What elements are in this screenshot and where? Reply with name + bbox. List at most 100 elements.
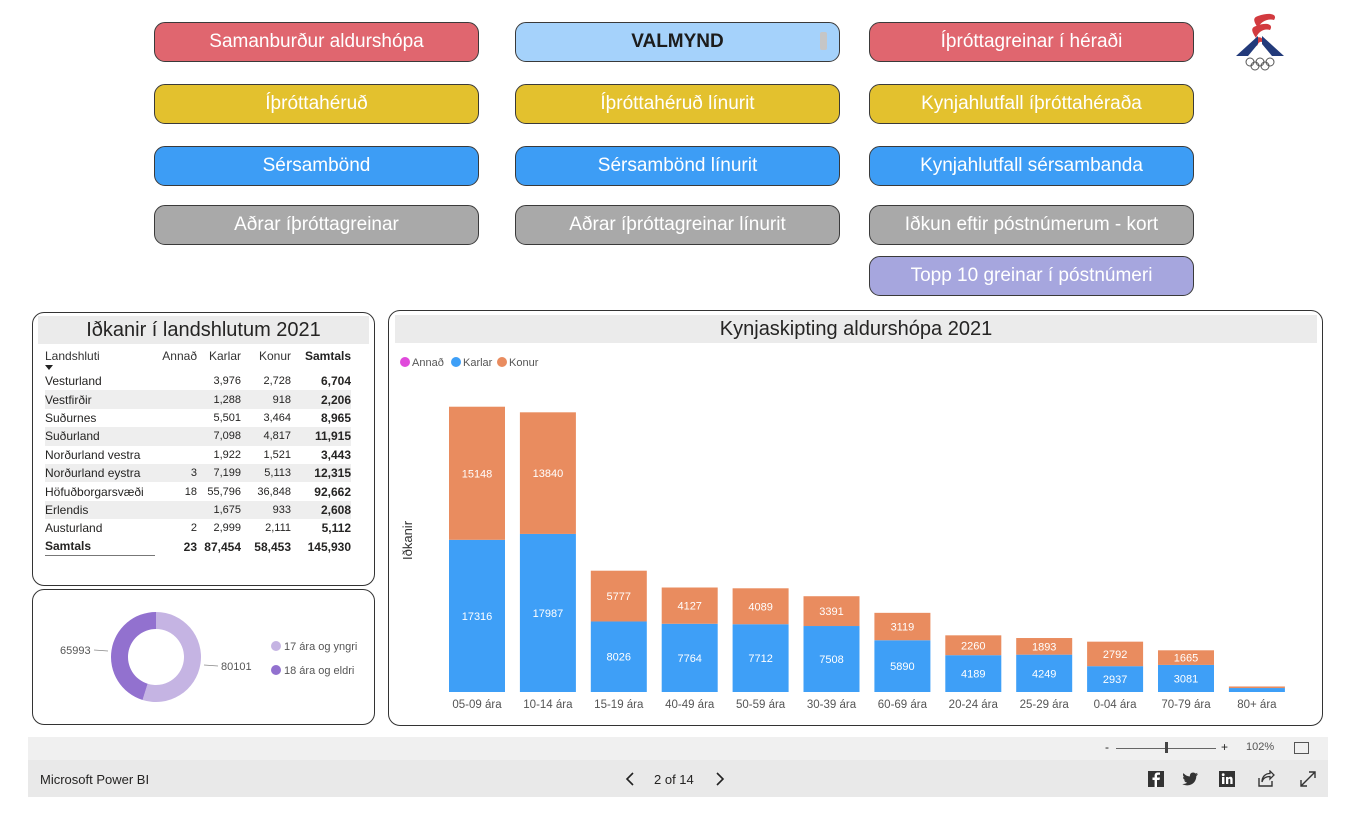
- bar-konur[interactable]: [590, 570, 647, 622]
- data-label-karlar: 17316: [462, 611, 493, 623]
- x-tick-label: 30-39 ára: [807, 699, 857, 711]
- total-cell: 58,453: [254, 539, 291, 554]
- nav-button-iprottaherud[interactable]: Íþróttahéruð: [154, 84, 479, 124]
- table-cell: [155, 500, 197, 520]
- col-header-landshluti[interactable]: Landshluti: [45, 346, 155, 372]
- bar-konur[interactable]: [1016, 638, 1073, 655]
- col-header-karlar[interactable]: Karlar: [208, 349, 241, 363]
- bar-karlar[interactable]: [874, 640, 931, 692]
- bar-karlar[interactable]: [590, 621, 647, 692]
- bar-karlar[interactable]: [1158, 664, 1214, 692]
- zoom-bar: - + 102%: [28, 737, 1328, 760]
- legend-dot-annad: [400, 357, 410, 367]
- legend-annad: Annað: [412, 357, 444, 369]
- next-page-icon[interactable]: [714, 771, 726, 787]
- table-cell: 2,206: [291, 390, 351, 409]
- fit-to-page-icon[interactable]: [1294, 742, 1309, 754]
- nav-button-sersambond[interactable]: Sérsambönd: [154, 146, 479, 186]
- table-cell: 5,112: [321, 521, 351, 536]
- x-tick-label: 10-14 ára: [523, 699, 573, 711]
- total-cell: 23: [183, 539, 197, 554]
- matrix-title: Iðkanir í landshlutum 2021: [38, 316, 369, 344]
- table-row[interactable]: Vestfirðir 1,288 918 2,206: [45, 390, 351, 409]
- table-row[interactable]: Austurland 2 2,999 2,111 5,112: [45, 519, 351, 537]
- nav-button-label: Aðrar íþróttagreinar línurit: [569, 214, 786, 235]
- total-cell: 145,930: [307, 539, 351, 554]
- bar-karlar[interactable]: [732, 624, 789, 692]
- facebook-icon[interactable]: [1147, 770, 1165, 788]
- table-cell: 7,199: [197, 463, 241, 483]
- col-header-samtals[interactable]: Samtals: [304, 349, 351, 363]
- table-row[interactable]: Norðurland vestra 1,922 1,521 3,443: [45, 446, 351, 464]
- bar-konur[interactable]: [945, 635, 1002, 656]
- table-row[interactable]: Höfuðborgarsvæði 18 55,796 36,848 92,662: [45, 482, 351, 500]
- valmynd-button[interactable]: VALMYND: [515, 22, 840, 62]
- table-row[interactable]: Vesturland 3,976 2,728 6,704: [45, 372, 351, 390]
- nav-button-adrar-iprottagreinar[interactable]: Aðrar íþróttagreinar: [154, 205, 479, 245]
- table-cell: 933: [241, 500, 291, 520]
- table-cell: 3,464: [263, 411, 291, 424]
- nav-button-label: Aðrar íþróttagreinar: [234, 214, 399, 235]
- bar-konur[interactable]: [449, 406, 505, 540]
- nav-button-adrar-linurit[interactable]: Aðrar íþróttagreinar línurit: [515, 205, 840, 245]
- nav-button-label: Íþróttagreinar í héraði: [940, 31, 1123, 52]
- nav-button-kynjahlutfall-herada[interactable]: Kynjahlutfall íþróttahéraða: [869, 84, 1194, 124]
- nav-button-topp10[interactable]: Topp 10 greinar í póstnúmeri: [869, 256, 1194, 296]
- nav-button-label: Sérsambönd: [262, 155, 371, 176]
- fullscreen-icon[interactable]: [1299, 770, 1317, 788]
- bar-konur[interactable]: [1087, 641, 1144, 667]
- table-cell: 2,728: [263, 375, 291, 388]
- zoom-in-button[interactable]: +: [1221, 740, 1229, 754]
- scroll-handle[interactable]: [820, 32, 827, 50]
- linkedin-icon[interactable]: [1218, 770, 1236, 788]
- bar-karlar[interactable]: [519, 533, 576, 692]
- table-row[interactable]: Suðurland 7,098 4,817 11,915: [45, 427, 351, 446]
- nav-button-label: Sérsambönd línurit: [597, 155, 758, 176]
- legend-dot-yngri: [271, 641, 281, 651]
- bar-karlar[interactable]: [945, 655, 1002, 692]
- nav-button-label: Iðkun eftir póstnúmerum - kort: [904, 214, 1159, 235]
- bar-chart-title: Kynjaskipting aldurshópa 2021: [395, 315, 1317, 343]
- donut-slice-eldri[interactable]: [111, 612, 156, 700]
- twitter-icon[interactable]: [1181, 770, 1199, 788]
- donut-slice-yngri[interactable]: [142, 612, 202, 702]
- bar-konur[interactable]: [1158, 650, 1214, 665]
- olympic-logo: [1236, 13, 1284, 71]
- x-tick-label: 80+ ára: [1237, 699, 1277, 711]
- bar-konur[interactable]: [661, 587, 718, 624]
- data-label-konur: 4089: [748, 601, 772, 613]
- zoom-out-button[interactable]: -: [1105, 740, 1109, 754]
- bar-karlar[interactable]: [1228, 688, 1285, 692]
- nav-button-sersambond-linurit[interactable]: Sérsambönd línurit: [515, 146, 840, 186]
- data-label-konur: 2792: [1103, 649, 1127, 661]
- table-cell: 2,608: [291, 500, 351, 520]
- bar-karlar[interactable]: [661, 623, 718, 692]
- nav-button-samanburdur[interactable]: Samanburður aldurshópa: [154, 22, 479, 62]
- table-row[interactable]: Erlendis 1,675 933 2,608: [45, 500, 351, 520]
- bar-konur[interactable]: [1228, 686, 1285, 689]
- table-cell: 2,111: [265, 522, 291, 535]
- share-icon[interactable]: [1257, 770, 1275, 788]
- bar-karlar[interactable]: [1087, 666, 1144, 692]
- bar-konur[interactable]: [803, 596, 860, 627]
- table-row[interactable]: Norðurland eystra 3 7,199 5,113 12,315: [45, 463, 351, 483]
- bar-karlar[interactable]: [449, 539, 505, 692]
- x-tick-label: 0-04 ára: [1094, 699, 1137, 711]
- bar-konur[interactable]: [519, 412, 576, 534]
- col-header-konur[interactable]: Konur: [258, 349, 291, 363]
- table-cell: [155, 446, 197, 464]
- bar-karlar[interactable]: [1016, 654, 1073, 692]
- nav-button-iprottaherud-linurit[interactable]: Íþróttahéruð línurit: [515, 84, 840, 124]
- zoom-slider-thumb[interactable]: [1165, 742, 1168, 753]
- table-cell: 92,662: [314, 484, 351, 499]
- data-label-konur: 5777: [607, 591, 631, 603]
- col-header-annad[interactable]: Annað: [162, 349, 197, 363]
- table-row[interactable]: Suðurnes 5,501 3,464 8,965: [45, 409, 351, 427]
- nav-button-idkun-postnumer-kort[interactable]: Iðkun eftir póstnúmerum - kort: [869, 205, 1194, 245]
- nav-button-iprottagreinar-herad[interactable]: Íþróttagreinar í héraði: [869, 22, 1194, 62]
- bar-konur[interactable]: [874, 612, 931, 641]
- bar-konur[interactable]: [732, 588, 789, 625]
- nav-button-kynjahlutfall-sersambanda[interactable]: Kynjahlutfall sérsambanda: [869, 146, 1194, 186]
- prev-page-icon[interactable]: [624, 771, 636, 787]
- bar-karlar[interactable]: [803, 626, 860, 692]
